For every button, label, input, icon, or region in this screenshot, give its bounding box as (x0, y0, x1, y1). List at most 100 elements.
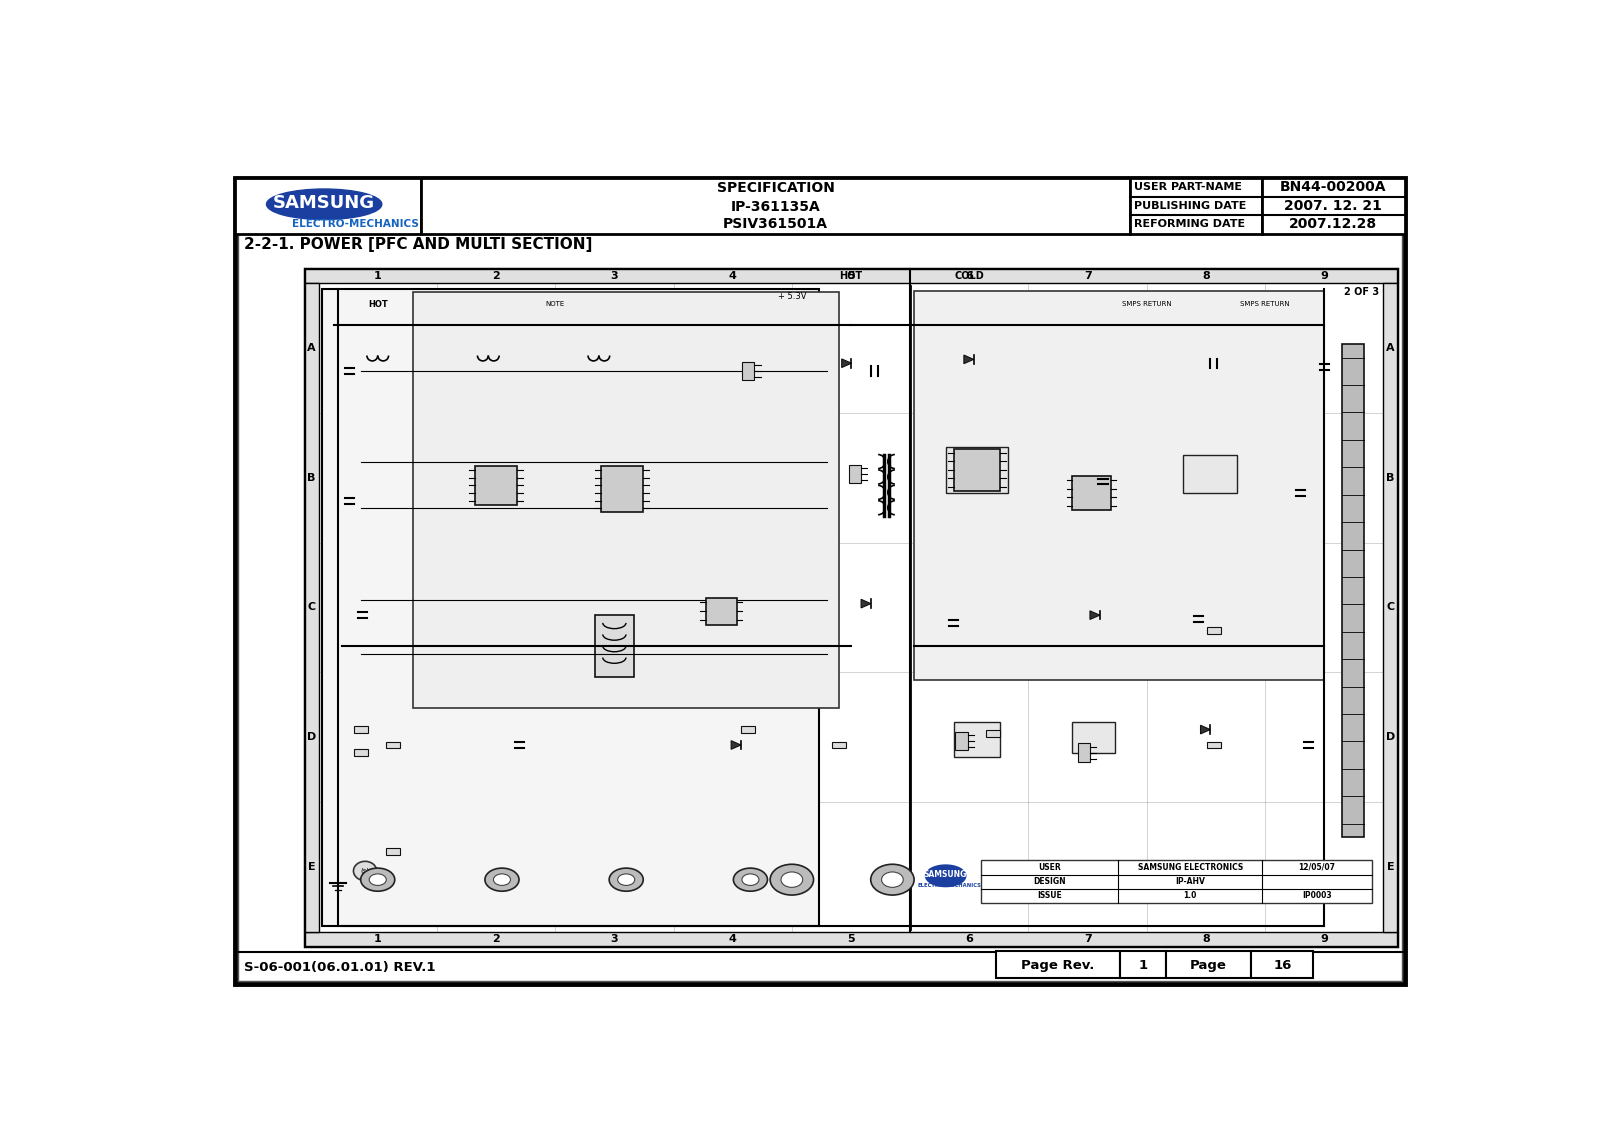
Text: 1: 1 (1138, 960, 1147, 972)
Ellipse shape (781, 872, 803, 887)
Text: S-06-001(06.01.01) REV.1: S-06-001(06.01.01) REV.1 (245, 961, 435, 974)
Bar (954, 722, 1000, 756)
Text: A: A (307, 343, 315, 353)
Bar (741, 726, 755, 734)
Text: DESIGN: DESIGN (1034, 877, 1066, 886)
Ellipse shape (370, 874, 386, 885)
Text: 4: 4 (728, 271, 736, 281)
Text: SAMSUNG: SAMSUNG (274, 194, 376, 212)
Bar (304, 932, 1397, 946)
Text: 2: 2 (493, 934, 499, 944)
Bar (981, 860, 1371, 902)
Text: 12/05/07: 12/05/07 (1299, 863, 1336, 872)
Text: 4: 4 (728, 934, 736, 944)
Text: 5: 5 (846, 934, 854, 944)
Polygon shape (1090, 611, 1099, 619)
Bar (421, 178, 1130, 233)
Text: 1: 1 (374, 934, 382, 944)
Ellipse shape (610, 868, 643, 891)
Text: C: C (307, 602, 315, 612)
Bar (1384, 283, 1397, 932)
Text: BN44-00200A: BN44-00200A (1280, 180, 1387, 195)
Bar (235, 178, 421, 233)
Text: HOT: HOT (368, 300, 387, 309)
Text: 9: 9 (1320, 271, 1328, 281)
Bar (413, 292, 838, 708)
Bar (1072, 722, 1115, 753)
Text: 3: 3 (611, 934, 618, 944)
Bar (832, 741, 846, 748)
Text: B: B (307, 473, 315, 482)
Bar (954, 448, 1000, 491)
Text: 9: 9 (1320, 934, 1328, 944)
Bar (1120, 951, 1166, 978)
Ellipse shape (742, 874, 758, 885)
Text: 2007.12.28: 2007.12.28 (1290, 217, 1378, 231)
Ellipse shape (618, 874, 635, 885)
Text: HOT: HOT (840, 271, 862, 281)
Bar (1182, 455, 1237, 494)
Bar (946, 447, 1008, 494)
Text: 16: 16 (1274, 960, 1291, 972)
Bar (1342, 344, 1363, 838)
Bar (595, 615, 634, 677)
Bar (986, 730, 1000, 737)
Text: 1.0: 1.0 (1184, 891, 1197, 900)
Ellipse shape (360, 868, 395, 891)
Text: ELECTRO-MECHANICS: ELECTRO-MECHANICS (293, 220, 419, 229)
Text: E: E (307, 863, 315, 872)
Text: PSIV361501A: PSIV361501A (723, 216, 827, 231)
Text: SPECIFICATION: SPECIFICATION (717, 181, 834, 195)
Text: 3: 3 (611, 271, 618, 281)
Text: Page: Page (1190, 960, 1227, 972)
Polygon shape (842, 359, 851, 368)
Bar (602, 466, 643, 513)
Text: 1: 1 (374, 271, 382, 281)
Bar (1251, 951, 1314, 978)
Ellipse shape (925, 865, 966, 886)
Bar (354, 726, 368, 734)
Polygon shape (731, 740, 741, 749)
Text: USER: USER (1038, 863, 1061, 872)
Bar (386, 741, 400, 748)
Bar (914, 291, 1325, 680)
Bar (304, 283, 318, 932)
Ellipse shape (882, 872, 904, 887)
Text: REFORMING DATE: REFORMING DATE (1134, 220, 1245, 230)
Text: (s): (s) (360, 868, 370, 874)
Text: PUBLISHING DATE: PUBLISHING DATE (1134, 200, 1246, 211)
Bar (1206, 627, 1221, 634)
Text: IP-AHV: IP-AHV (1176, 877, 1205, 886)
Text: SMPS RETURN: SMPS RETURN (1240, 301, 1290, 308)
Text: SAMSUNG ELECTRONICS: SAMSUNG ELECTRONICS (1138, 863, 1243, 872)
Bar (955, 732, 968, 751)
Text: IP-361135A: IP-361135A (731, 200, 821, 214)
Ellipse shape (493, 874, 510, 885)
Bar (742, 362, 754, 380)
Text: 8: 8 (1202, 271, 1210, 281)
Bar (307, 272, 1394, 943)
Text: Page Rev.: Page Rev. (1021, 960, 1094, 972)
Ellipse shape (733, 868, 768, 891)
Text: 7: 7 (1083, 271, 1091, 281)
Text: SMPS RETURN: SMPS RETURN (1122, 301, 1171, 308)
Ellipse shape (267, 189, 382, 220)
Bar (1072, 475, 1110, 511)
Bar (1206, 741, 1221, 748)
Text: 2007. 12. 21: 2007. 12. 21 (1285, 199, 1382, 213)
Bar (706, 598, 736, 625)
Polygon shape (861, 599, 870, 608)
Text: 7: 7 (1083, 934, 1091, 944)
Polygon shape (963, 355, 974, 363)
Bar (1077, 744, 1090, 762)
Text: + 5.3V: + 5.3V (778, 292, 806, 301)
Bar (304, 269, 1397, 283)
Text: 2-2-1. POWER [PFC AND MULTI SECTION]: 2-2-1. POWER [PFC AND MULTI SECTION] (245, 238, 592, 252)
Bar (304, 269, 1397, 946)
Text: NOTE: NOTE (546, 301, 565, 308)
Bar (1166, 951, 1251, 978)
Text: ISSUE: ISSUE (1037, 891, 1062, 900)
Bar (995, 951, 1120, 978)
Bar (318, 283, 1384, 932)
Ellipse shape (870, 864, 914, 895)
